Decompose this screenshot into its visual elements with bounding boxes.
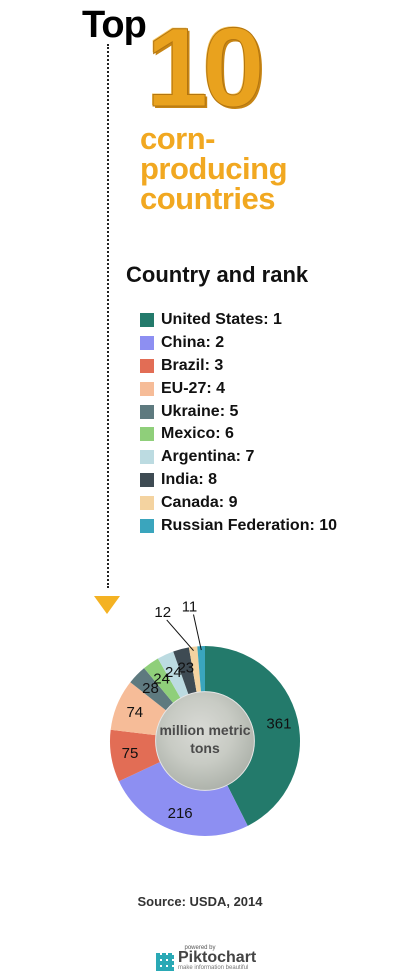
legend-swatch xyxy=(140,358,154,373)
slice-value-label: 24 xyxy=(153,671,170,688)
legend-item: EU-27: 4 xyxy=(140,377,337,400)
subtitle: corn- producing countries xyxy=(140,121,288,216)
slice-value-label: 11 xyxy=(182,599,198,616)
legend-swatch xyxy=(140,518,154,533)
legend-item: Brazil: 3 xyxy=(140,355,337,378)
legend-swatch xyxy=(140,336,154,351)
legend-item: Argentina: 7 xyxy=(140,446,337,469)
subtitle-line-3: countries xyxy=(140,181,276,216)
legend-swatch xyxy=(140,381,154,396)
slice-value-label: 361 xyxy=(266,715,291,732)
legend-item: Russian Federation: 10 xyxy=(140,514,337,537)
legend-swatch xyxy=(140,313,154,328)
leader-line xyxy=(193,614,202,651)
legend-item: China: 2 xyxy=(140,332,337,355)
powered-by-text: powered by xyxy=(184,945,216,951)
legend-label: Canada: 9 xyxy=(161,493,238,511)
legend-title: Country and rank xyxy=(126,262,309,287)
legend-item: Ukraine: 5 xyxy=(140,400,337,423)
legend-item: Canada: 9 xyxy=(140,491,337,514)
legend-item: India: 8 xyxy=(140,469,337,492)
legend-label: India: 8 xyxy=(161,470,218,488)
slice-value-label: 216 xyxy=(168,805,193,822)
pointer-triangle-icon xyxy=(94,596,120,614)
legend-label: Russian Federation: 10 xyxy=(161,516,338,534)
brand-name: Piktochart xyxy=(178,949,257,966)
slice-value-label: 23 xyxy=(177,659,194,676)
subtitle-line-2: producing xyxy=(140,151,288,186)
source-note: Source: USDA, 2014 xyxy=(137,894,263,909)
piktochart-icon xyxy=(156,952,174,971)
legend: United States: 1 China: 2 Brazil: 3 EU-27: … xyxy=(140,309,337,537)
subtitle-line-1: corn- xyxy=(140,121,216,156)
slice-value-label: 12 xyxy=(154,604,171,621)
legend-swatch xyxy=(140,427,154,442)
legend-swatch xyxy=(140,472,154,487)
slice-value-label: 74 xyxy=(126,704,143,721)
center-label-line-2: tons xyxy=(190,740,220,756)
legend-label: United States: 1 xyxy=(161,311,282,329)
center-globe-image xyxy=(155,691,255,791)
dotted-pointer-line xyxy=(107,44,109,588)
center-label-line-1: million metric xyxy=(159,722,250,738)
donut-chart: million metric tons 36121675742824242312… xyxy=(110,599,300,836)
slice-value-label: 28 xyxy=(142,680,159,697)
brand-tagline: make information beautiful xyxy=(178,965,249,971)
title-big-number: 10 xyxy=(146,5,266,130)
legend-label: Argentina: 7 xyxy=(161,448,255,466)
legend-item: Mexico: 6 xyxy=(140,423,337,446)
legend-swatch xyxy=(140,404,154,419)
leader-line xyxy=(166,619,194,652)
legend-item: United States: 1 xyxy=(140,309,337,332)
legend-label: China: 2 xyxy=(161,334,225,352)
slice-value-label: 24 xyxy=(165,664,182,681)
legend-swatch xyxy=(140,450,154,465)
legend-label: EU-27: 4 xyxy=(161,379,226,397)
title-top-word: Top xyxy=(82,4,147,46)
legend-swatch xyxy=(140,495,154,510)
legend-label: Brazil: 3 xyxy=(161,356,224,374)
piktochart-logo: Piktochart make information beautiful xyxy=(156,949,257,972)
legend-label: Mexico: 6 xyxy=(161,425,234,443)
slice-value-label: 75 xyxy=(122,745,139,762)
legend-label: Ukraine: 5 xyxy=(161,402,239,420)
